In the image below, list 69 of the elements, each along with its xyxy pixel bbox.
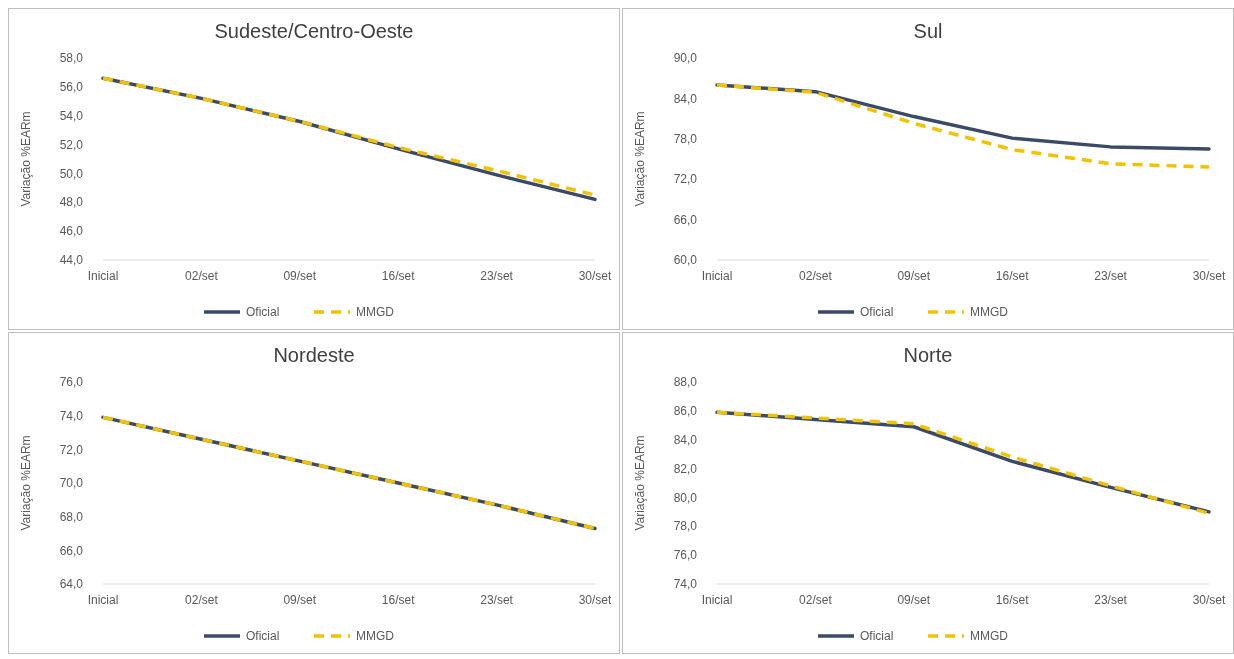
x-tick-label: 23/set (480, 269, 514, 283)
x-tick-label: 30/set (578, 593, 612, 607)
y-tick-label: 76,0 (673, 548, 698, 563)
x-tick-label: 09/set (283, 269, 317, 283)
y-axis-title: Variação %EARm (633, 435, 647, 531)
y-tick-label: 54,0 (59, 108, 84, 123)
y-tick-label: 56,0 (59, 80, 84, 95)
y-tick-label: 50,0 (59, 166, 84, 181)
x-tick-label: 30/set (578, 269, 612, 283)
x-tick-label: 16/set (381, 593, 416, 607)
y-axis-title: Variação %EARm (19, 111, 33, 207)
x-tick-label: Inicial (701, 269, 733, 283)
legend-label: Oficial (246, 629, 280, 644)
y-tick-label: 84,0 (673, 432, 698, 447)
y-axis-title: Variação %EARm (19, 435, 33, 531)
x-tick-label: 02/set (799, 269, 833, 283)
x-tick-label: Inicial (87, 269, 119, 283)
y-tick-label: 60,0 (673, 253, 698, 268)
legend-label: MMGD (356, 305, 395, 320)
y-tick-label: 66,0 (59, 543, 84, 558)
x-tick-label: 02/set (799, 593, 833, 607)
y-tick-label: 84,0 (673, 91, 698, 106)
y-tick-label: 80,0 (673, 490, 698, 505)
y-tick-label: 74,0 (59, 408, 84, 423)
y-tick-label: 46,0 (59, 224, 84, 239)
y-tick-label: 86,0 (673, 404, 698, 419)
x-tick-label: Inicial (87, 593, 119, 607)
x-tick-label: 09/set (897, 269, 931, 283)
x-tick-label: 09/set (283, 593, 317, 607)
y-tick-label: 66,0 (673, 212, 698, 227)
x-tick-label: 09/set (897, 593, 931, 607)
x-tick-label: 30/set (1192, 593, 1226, 607)
x-tick-label: 23/set (1094, 593, 1128, 607)
y-tick-label: 52,0 (59, 137, 84, 152)
y-tick-label: 64,0 (59, 577, 84, 592)
legend-label: MMGD (970, 305, 1009, 320)
chart-title: Norte (903, 344, 953, 366)
y-tick-label: 48,0 (59, 195, 84, 210)
legend-label: Oficial (246, 305, 280, 320)
y-tick-label: 78,0 (673, 132, 698, 146)
y-tick-label: 72,0 (59, 442, 84, 457)
y-tick-label: 70,0 (59, 476, 84, 491)
legend-label: MMGD (356, 629, 395, 644)
x-tick-label: 16/set (995, 269, 1030, 283)
y-tick-label: 58,0 (59, 51, 84, 66)
chart-title: Nordeste (273, 344, 355, 366)
y-tick-label: 72,0 (673, 172, 698, 187)
y-tick-label: 74,0 (673, 577, 698, 592)
legend-label: Oficial (860, 305, 894, 320)
x-tick-label: 02/set (185, 593, 219, 607)
y-tick-label: 76,0 (59, 375, 84, 390)
y-tick-label: 88,0 (673, 375, 698, 390)
chart-title: Sul (913, 20, 943, 42)
y-tick-label: 78,0 (673, 519, 698, 534)
chart-title: Sudeste/Centro-Oeste (214, 20, 414, 42)
x-tick-label: 16/set (995, 593, 1030, 607)
x-tick-label: 23/set (1094, 269, 1128, 283)
y-tick-label: 44,0 (59, 253, 84, 268)
x-tick-label: 02/set (185, 269, 219, 283)
y-tick-label: 90,0 (673, 51, 698, 66)
x-tick-label: Inicial (701, 593, 733, 607)
legend-label: MMGD (970, 629, 1009, 644)
y-tick-label: 68,0 (59, 509, 84, 524)
x-tick-label: 30/set (1192, 269, 1226, 283)
y-tick-label: 82,0 (673, 461, 698, 476)
legend-label: Oficial (860, 629, 894, 644)
y-axis-title: Variação %EARm (633, 111, 647, 207)
x-tick-label: 23/set (480, 593, 514, 607)
x-tick-label: 16/set (381, 269, 416, 283)
